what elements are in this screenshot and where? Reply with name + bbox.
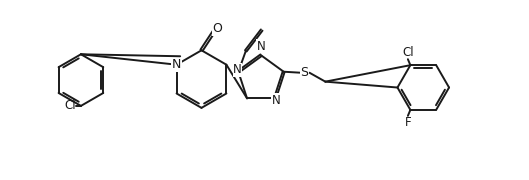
Text: N: N [257, 40, 266, 53]
Text: Cl: Cl [402, 46, 414, 59]
Text: F: F [405, 116, 411, 129]
Text: N: N [233, 63, 242, 76]
Text: N: N [172, 58, 181, 71]
Text: Cl: Cl [65, 99, 76, 112]
Text: N: N [272, 94, 280, 107]
Text: O: O [213, 22, 222, 35]
Text: S: S [300, 66, 308, 79]
